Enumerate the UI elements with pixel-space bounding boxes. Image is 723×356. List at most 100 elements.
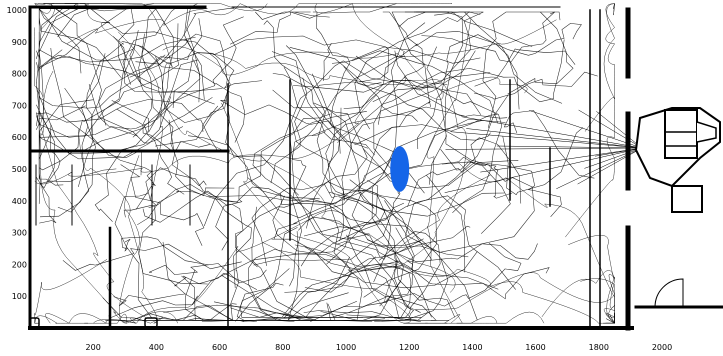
trajectory-path xyxy=(235,227,298,322)
trajectory-path xyxy=(172,3,198,109)
trajectory-path xyxy=(39,87,96,218)
trajectory-path xyxy=(38,7,71,97)
trajectory-path xyxy=(38,36,126,161)
trajectory-path xyxy=(38,97,213,160)
trajectory-path xyxy=(50,47,156,210)
trajectory-path xyxy=(78,18,203,187)
y-tick-label: 700 xyxy=(12,101,27,110)
trajectory-path xyxy=(36,8,123,59)
trajectory-path xyxy=(322,43,332,82)
trajectory-path xyxy=(251,102,368,266)
x-tick-label: 600 xyxy=(212,343,227,352)
trajectory-path xyxy=(312,11,368,149)
trajectory-path xyxy=(252,111,370,240)
trajectory-path xyxy=(350,122,375,209)
robot-base xyxy=(671,185,703,213)
trajectory-path xyxy=(349,179,392,283)
trajectory-path xyxy=(293,56,406,151)
trajectory-path xyxy=(414,11,464,128)
trajectory-path xyxy=(291,60,491,163)
trajectory-path xyxy=(129,45,185,195)
trajectory-path xyxy=(188,135,299,196)
trajectory-path xyxy=(256,296,373,322)
sensor-ray xyxy=(461,116,643,149)
trajectory-path xyxy=(85,42,142,176)
trajectory-path xyxy=(142,190,258,268)
trajectory-path xyxy=(355,11,484,91)
trajectory-path xyxy=(221,102,545,324)
trajectory-path xyxy=(270,77,308,184)
trajectory-path xyxy=(34,259,108,324)
trajectory-path xyxy=(36,112,117,184)
trajectory-path xyxy=(502,127,584,196)
x-axis-ticks: 200 400 600 800 1000 1200 1400 1600 1800 2000 xyxy=(86,343,673,352)
x-tick-label: 1800 xyxy=(589,343,609,352)
trajectory-path xyxy=(440,149,513,199)
trajectory-path xyxy=(271,51,341,154)
trajectory-path xyxy=(114,193,257,322)
trajectory-path xyxy=(421,11,555,63)
sensor-ray xyxy=(529,110,643,149)
trajectory-path xyxy=(289,47,418,122)
trajectory-path xyxy=(291,131,410,310)
y-tick-label: 500 xyxy=(12,165,27,174)
trajectory-path xyxy=(104,8,135,76)
trajectory-path xyxy=(473,71,598,100)
trajectory-path xyxy=(314,3,467,271)
trajectory-path xyxy=(272,73,519,189)
sensor-ray xyxy=(445,147,643,150)
trajectory-path xyxy=(474,48,576,87)
trajectory-path xyxy=(208,101,431,205)
trajectory-path xyxy=(39,119,83,171)
trajectory-path xyxy=(426,46,447,185)
trajectory-path xyxy=(168,119,235,196)
trajectory-path xyxy=(155,56,219,123)
x-tick-label: 1200 xyxy=(399,343,419,352)
trajectory-path xyxy=(132,59,199,138)
trajectory-path xyxy=(124,30,223,93)
trajectory-path xyxy=(192,268,290,321)
sensor-ray xyxy=(584,147,643,169)
sensor-ray xyxy=(450,131,643,149)
trajectory-path xyxy=(36,8,86,84)
trajectory-path xyxy=(121,236,209,266)
trajectory-path xyxy=(311,43,418,136)
trajectory-path xyxy=(367,238,538,263)
trajectory-path xyxy=(303,202,405,237)
trajectory-path xyxy=(34,155,140,324)
trajectory-path xyxy=(57,53,106,213)
trajectory-path xyxy=(273,120,483,240)
trajectory-path xyxy=(298,216,499,290)
trajectory-path xyxy=(407,137,522,207)
y-tick-label: 800 xyxy=(12,70,27,79)
sensor-ray xyxy=(596,111,643,149)
trajectory-path xyxy=(394,50,508,119)
trajectory-path xyxy=(384,134,535,253)
trajectory-path xyxy=(66,3,453,44)
y-tick-label: 900 xyxy=(12,38,27,47)
robot-panel xyxy=(664,109,698,159)
trajectory-path xyxy=(33,3,125,45)
trajectory-path xyxy=(38,99,94,186)
trajectory-path xyxy=(457,161,615,324)
sensor-ray xyxy=(496,145,643,149)
trajectory-path xyxy=(503,110,595,179)
trajectory-path xyxy=(284,225,471,293)
trajectory-path xyxy=(416,11,533,47)
robot-station xyxy=(634,107,721,213)
trajectory-path xyxy=(372,86,503,213)
x-tick-label: 800 xyxy=(275,343,290,352)
trajectory-path xyxy=(117,31,456,293)
trajectory-path xyxy=(113,293,186,307)
y-tick-label: 600 xyxy=(12,133,27,142)
trajectory-path xyxy=(163,304,333,321)
trajectory-path xyxy=(344,281,402,321)
trajectory-path xyxy=(320,303,396,321)
trajectory-path xyxy=(283,256,376,319)
trajectory-path xyxy=(425,174,466,273)
sensor-ray xyxy=(577,147,643,185)
trajectory-path xyxy=(306,181,437,298)
trajectory-path xyxy=(351,50,499,124)
sensor-ray xyxy=(480,147,643,173)
fixture xyxy=(144,317,158,328)
